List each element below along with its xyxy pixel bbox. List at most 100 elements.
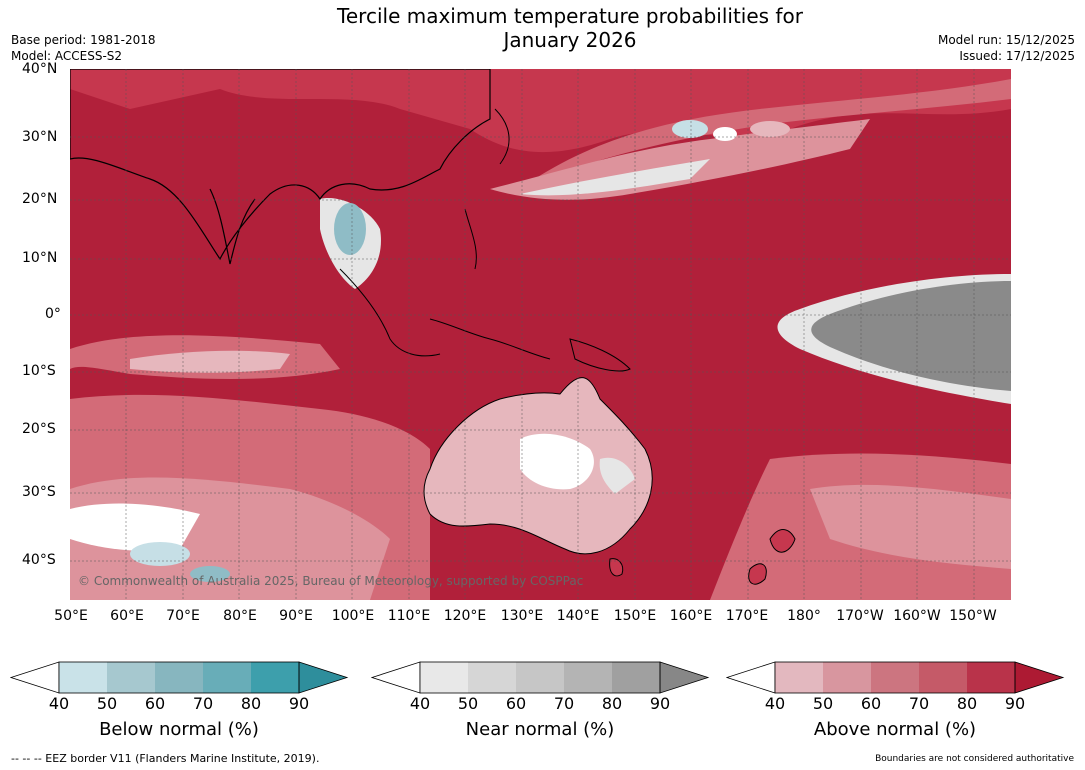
subtropical-band-60: [490, 119, 870, 200]
cb-below-bin-70: [203, 662, 251, 693]
cb-near-bin-60: [516, 662, 564, 693]
colorbar-below-normal: [10, 661, 349, 694]
cb-near-arrow-left: [371, 661, 421, 694]
cb-above-arrow-right: [1014, 661, 1065, 694]
near-normal-north-pacific: [520, 159, 710, 196]
sumatra-coastline: [339, 268, 441, 357]
cb-near-tick-60: 60: [505, 694, 527, 713]
cb-below-tick-40: 40: [48, 694, 70, 713]
lon-label-90e: 90°E: [279, 608, 313, 624]
lon-label-160w: 160°W: [893, 608, 941, 624]
cb-near-label: Near normal (%): [465, 719, 615, 740]
lon-label-120e: 120°E: [443, 608, 487, 624]
cb-above-arrow-left: [726, 661, 776, 694]
cb-above-tick-40: 40: [764, 694, 786, 713]
colorbar-near-normal: [371, 661, 710, 694]
cb-above-bin-80: [967, 662, 1015, 693]
eez-border-note: -- -- -- EEZ border V11 (Flanders Marine…: [11, 752, 320, 765]
cb-above-bin-50: [823, 662, 871, 693]
philippines-coastline: [464, 208, 477, 270]
title-line-2: January 2026: [503, 28, 637, 52]
lat-label-20s: 20°S: [22, 421, 56, 437]
lon-label-140e: 140°E: [556, 608, 600, 624]
patch-north-2: [750, 121, 790, 137]
cb-near-tick-40: 40: [409, 694, 431, 713]
japan-coastline: [494, 108, 510, 165]
new-zealand-south: [748, 563, 767, 585]
model-info: Base period: 1981-2018 Model: ACCESS-S2: [11, 32, 156, 64]
tasmania: [609, 558, 624, 577]
cb-above-label: Above normal (%): [813, 719, 977, 740]
lat-label-10n: 10°N: [22, 250, 58, 266]
lat-label-40s: 40°S: [22, 552, 56, 568]
cb-near-tick-90: 90: [649, 694, 671, 713]
india-coastline: [209, 188, 256, 265]
lon-label-50e: 50°E: [54, 608, 88, 624]
cb-below-bin-40: [59, 662, 107, 693]
cb-near-tick-70: 70: [553, 694, 575, 713]
cb-below-bin-60: [155, 662, 203, 693]
lon-label-150e: 150°E: [613, 608, 657, 624]
lon-label-150w: 150°W: [949, 608, 997, 624]
asia-coastline: [70, 69, 491, 261]
cb-below-tick-60: 60: [144, 694, 166, 713]
lon-label-130e: 130°E: [500, 608, 544, 624]
issued-date: Issued: 17/12/2025: [959, 49, 1075, 63]
cb-above-tick-70: 70: [908, 694, 930, 713]
copyright-notice: © Commonwealth of Australia 2025, Bureau…: [78, 574, 584, 588]
cb-near-arrow-right: [659, 661, 710, 694]
north-band-70: [520, 79, 1011, 189]
indonesia-coastline: [429, 318, 551, 360]
cb-below-arrow-left: [10, 661, 60, 694]
white-patch-southwest: [70, 503, 200, 551]
cb-near-tick-50: 50: [457, 694, 479, 713]
south-pacific-60: [810, 484, 1011, 569]
lon-label-80e: 80°E: [223, 608, 257, 624]
cb-near-tick-80: 80: [601, 694, 623, 713]
indochina-below: [334, 203, 366, 255]
lon-label-110e: 110°E: [387, 608, 431, 624]
cb-below-bin-50: [107, 662, 155, 693]
graticule: [70, 69, 1011, 600]
lat-label-10s: 10°S: [22, 363, 56, 379]
lon-label-100e: 100°E: [331, 608, 375, 624]
boundary-disclaimer: Boundaries are not considered authoritat…: [875, 754, 1074, 764]
cb-above-tick-50: 50: [812, 694, 834, 713]
below-patch-south-1: [130, 542, 190, 566]
cb-above-bin-40: [775, 662, 823, 693]
australia-near-east: [599, 457, 635, 494]
lat-label-0: 0°: [45, 306, 61, 322]
lat-label-30s: 30°S: [22, 484, 56, 500]
cb-above-bin-70: [919, 662, 967, 693]
eq-pacific-near-dark: [811, 281, 1011, 391]
lat-label-40n: 40°N: [22, 61, 58, 77]
cb-below-tick-90: 90: [288, 694, 310, 713]
cb-below-tick-70: 70: [192, 694, 214, 713]
model-name: Model: ACCESS-S2: [11, 49, 123, 63]
australia-near-white: [520, 433, 594, 490]
below-patch-north: [672, 120, 708, 138]
lon-label-180: 180°: [787, 608, 821, 624]
lon-label-160e: 160°E: [669, 608, 713, 624]
cb-near-bin-70: [564, 662, 612, 693]
lat-label-20n: 20°N: [22, 191, 58, 207]
lat-label-30n: 30°N: [22, 129, 58, 145]
model-run-date: Model run: 15/12/2025: [937, 33, 1075, 47]
title-line-1: Tercile maximum temperature probabilitie…: [337, 4, 803, 28]
cb-below-frame: [58, 661, 300, 694]
cb-below-label: Below normal (%): [99, 719, 259, 740]
cb-near-bin-80: [612, 662, 660, 693]
lon-label-170w: 170°W: [836, 608, 884, 624]
cb-below-bin-80: [251, 662, 299, 693]
lon-label-60e: 60°E: [110, 608, 144, 624]
run-info: Model run: 15/12/2025 Issued: 17/12/2025: [938, 32, 1075, 64]
lon-label-170e: 170°E: [725, 608, 769, 624]
probability-map: © Commonwealth of Australia 2025, Bureau…: [70, 69, 1011, 600]
cb-below-tick-50: 50: [96, 694, 118, 713]
white-patch-north-1: [713, 127, 737, 141]
new-zealand-north: [769, 529, 796, 553]
indian-ocean-band-50: [130, 350, 290, 373]
cb-below-arrow-right: [298, 661, 349, 694]
cb-above-tick-80: 80: [956, 694, 978, 713]
cb-above-tick-90: 90: [1004, 694, 1026, 713]
